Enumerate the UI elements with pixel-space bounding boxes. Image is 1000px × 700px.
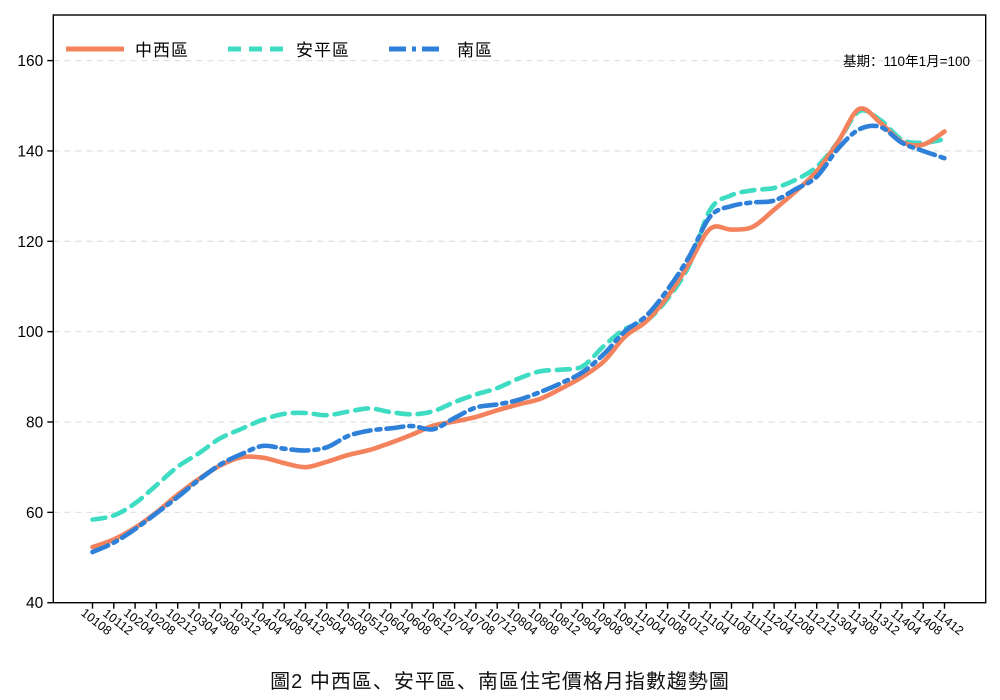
chart-title: 圖2 中西區、安平區、南區住宅價格月指數趨勢圖 (270, 671, 730, 693)
legend-swatch-dashdot-line-icon (389, 46, 445, 51)
y-tick-label: 100 (17, 324, 43, 341)
y-tick-label: 60 (26, 505, 44, 522)
legend-swatch-solid-line-icon (66, 46, 124, 51)
legend-item-anping: 安平區 (227, 36, 350, 61)
legend: 中西區 安平區 南區 (66, 36, 493, 61)
chart-svg: 4060801001201401601010810112102041020810… (17, 14, 987, 638)
series-line-南區 (90, 123, 947, 555)
series-line-安平區 (90, 108, 947, 522)
legend-label-anping: 安平區 (296, 41, 350, 60)
legend-label-zhongxi: 中西區 (135, 41, 189, 60)
y-tick-label: 160 (17, 53, 43, 70)
y-tick-label: 140 (17, 143, 43, 160)
base-period-annotation: 基期：110年1月=100 (843, 54, 970, 69)
y-tick-label: 80 (26, 415, 44, 432)
legend-swatch-dashed-line-icon (228, 46, 284, 51)
y-tick-label: 120 (17, 234, 43, 251)
legend-label-nanqu: 南區 (457, 41, 493, 60)
legend-item-zhongxi: 中西區 (66, 36, 189, 61)
y-tick-label: 40 (26, 595, 44, 612)
legend-item-nanqu: 南區 (388, 36, 493, 61)
